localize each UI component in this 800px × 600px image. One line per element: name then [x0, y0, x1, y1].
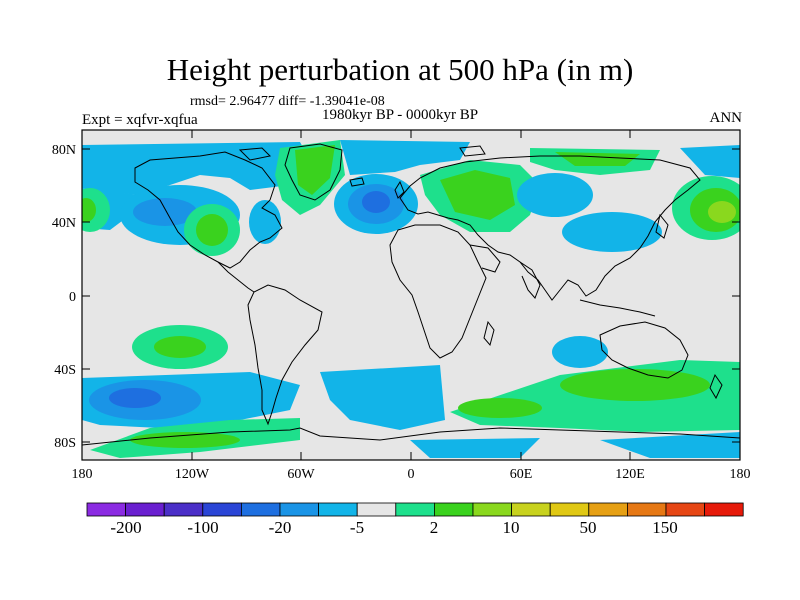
lat-tick-label: 0	[69, 290, 76, 305]
period-label: 1980kyr BP - 0000kyr BP	[322, 107, 479, 123]
colorbar-swatch	[86, 502, 126, 517]
anomaly-region	[109, 388, 161, 408]
lon-tick-label: 60W	[287, 467, 315, 482]
colorbar-swatch	[279, 502, 319, 517]
map-title: Height perturbation at 500 hPa (in m)	[166, 52, 634, 87]
anomaly-region	[130, 432, 240, 448]
anomaly-region	[440, 170, 515, 220]
colorbar-swatch	[665, 502, 705, 517]
lon-tick-label: 120E	[615, 467, 645, 482]
coast-eurasia	[399, 155, 701, 301]
lat-axis-labels: 80N 40N 0 40S 80S	[52, 143, 76, 451]
coast-madagascar	[483, 320, 495, 347]
season-label: ANN	[709, 110, 743, 126]
colorbar-swatch	[549, 502, 590, 517]
colorbar-swatch	[240, 502, 281, 517]
colorbar-swatch	[704, 502, 744, 517]
coast-south-america	[247, 284, 323, 426]
colorbar	[86, 502, 744, 517]
anomaly-region	[708, 201, 736, 223]
colorbar-swatch	[511, 502, 551, 517]
coast-iceland	[349, 177, 365, 187]
colorbar-label: -200	[110, 518, 141, 537]
anomaly-region	[458, 398, 542, 418]
lat-tick-label: 80N	[52, 143, 76, 158]
anomaly-region	[362, 191, 390, 213]
experiment-label: Expt = xqfvr-xqfua	[82, 112, 198, 128]
anomaly-region	[133, 198, 197, 226]
anomaly-shading	[82, 140, 740, 458]
map-panel	[82, 130, 740, 460]
coast-india	[519, 261, 541, 299]
lon-tick-label: 0	[408, 467, 415, 482]
colorbar-label: 150	[652, 518, 678, 537]
colorbar-swatch	[356, 502, 397, 517]
colorbar-swatch	[163, 502, 204, 517]
anomaly-region	[680, 145, 740, 178]
lon-axis-labels: 180 120W 60W 0 60E 120E 180	[72, 467, 751, 482]
anomaly-region	[249, 200, 281, 244]
colorbar-swatch	[318, 502, 358, 517]
coast-australia	[599, 321, 689, 379]
colorbar-swatch	[433, 502, 474, 517]
colorbar-swatch	[588, 502, 628, 517]
coast-greenland	[284, 143, 343, 201]
coast-arctic-island	[238, 147, 272, 161]
colorbar-label: -5	[350, 518, 364, 537]
coast-arctic-island	[459, 145, 486, 157]
colorbar-label: -100	[187, 518, 218, 537]
lat-tick-label: 40N	[52, 216, 76, 231]
coast-africa	[389, 224, 487, 359]
colorbar-labels: -200 -100 -20 -5 2 10 50 150	[110, 518, 677, 537]
coastlines	[82, 143, 740, 446]
anomaly-region	[517, 173, 593, 217]
colorbar-swatch	[125, 502, 165, 517]
coast-japan	[655, 213, 669, 239]
anomaly-region	[82, 198, 96, 222]
lon-tick-label: 120W	[175, 467, 210, 482]
anomaly-region	[320, 365, 445, 430]
anomaly-region	[560, 369, 710, 401]
lon-tick-label: 180	[730, 467, 751, 482]
coast-north-america	[134, 151, 283, 269]
lon-tick-label: 180	[72, 467, 93, 482]
coast-new-zealand	[709, 373, 723, 400]
tick-marks	[81, 130, 741, 460]
coast-indonesia	[579, 299, 656, 317]
anomaly-region	[295, 145, 335, 195]
anomaly-region	[552, 336, 608, 368]
lat-tick-label: 40S	[54, 363, 76, 378]
colorbar-swatch	[627, 502, 667, 517]
anomaly-region	[340, 140, 470, 175]
colorbar-label: 50	[580, 518, 597, 537]
anomaly-region	[562, 212, 662, 252]
coast-central-america	[217, 261, 255, 293]
colorbar-swatch	[472, 502, 512, 517]
colorbar-label: -20	[269, 518, 292, 537]
anomaly-region	[82, 142, 310, 195]
anomaly-region	[196, 214, 228, 246]
colorbar-label: 10	[503, 518, 520, 537]
colorbar-swatch	[202, 502, 242, 517]
coast-antarctica	[82, 427, 740, 446]
colorbar-swatch	[395, 502, 435, 517]
anomaly-region	[154, 336, 206, 358]
anomaly-region	[600, 432, 740, 458]
anomaly-region	[410, 438, 540, 458]
coast-arabia	[469, 244, 501, 273]
lon-tick-label: 60E	[510, 467, 533, 482]
coast-british-isles	[394, 180, 405, 199]
lat-tick-label: 80S	[54, 436, 76, 451]
stats-text: rmsd= 2.96477 diff= -1.39041e-08	[190, 94, 385, 109]
colorbar-label: 2	[430, 518, 439, 537]
